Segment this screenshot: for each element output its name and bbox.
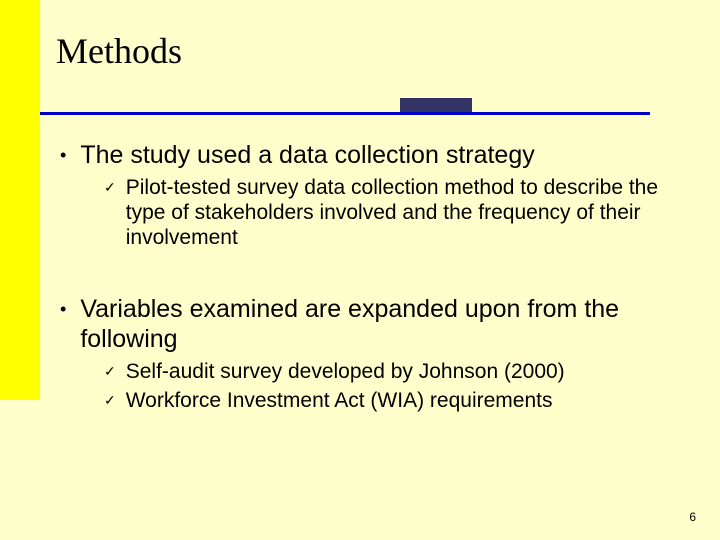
- slide-body: • The study used a data collection strat…: [60, 140, 660, 418]
- checkmark-icon: ✓: [104, 180, 116, 194]
- sub-bullet-text: Workforce Investment Act (WIA) requireme…: [126, 389, 553, 414]
- bullet-item: • Variables examined are expanded upon f…: [60, 294, 660, 354]
- checkmark-icon: ✓: [104, 364, 116, 378]
- sub-bullet-item: ✓ Self-audit survey developed by Johnson…: [104, 360, 660, 385]
- checkmark-icon: ✓: [104, 393, 116, 407]
- title-underline: [40, 112, 650, 115]
- slide: Methods • The study used a data collecti…: [0, 0, 720, 540]
- sub-bullet-text: Self-audit survey developed by Johnson (…: [126, 360, 565, 385]
- sub-bullet-item: ✓ Workforce Investment Act (WIA) require…: [104, 389, 660, 414]
- bullet-text: The study used a data collection strateg…: [80, 140, 534, 170]
- page-number: 6: [689, 510, 696, 524]
- slide-title: Methods: [56, 30, 182, 72]
- bullet-dot-icon: •: [60, 146, 66, 164]
- sub-bullet-text: Pilot-tested survey data collection meth…: [126, 176, 660, 250]
- title-tab-accent: [400, 98, 472, 112]
- bullet-text: Variables examined are expanded upon fro…: [80, 294, 660, 354]
- spacer: [60, 254, 660, 294]
- bullet-item: • The study used a data collection strat…: [60, 140, 660, 170]
- sidebar-accent: [0, 0, 40, 400]
- sub-bullet-item: ✓ Pilot-tested survey data collection me…: [104, 176, 660, 250]
- bullet-dot-icon: •: [60, 300, 66, 318]
